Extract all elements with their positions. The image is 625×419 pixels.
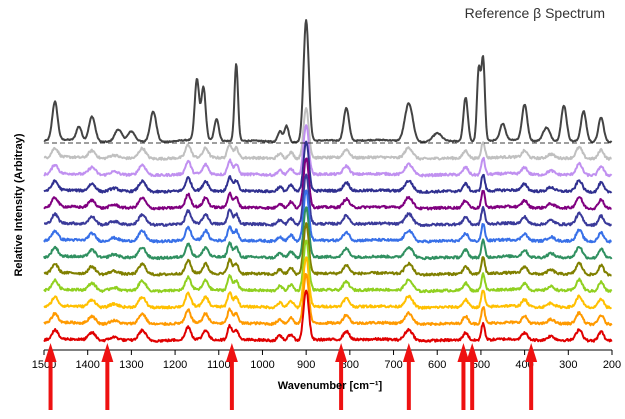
x-axis-title: Wavenumber [cm⁻¹] <box>278 380 383 392</box>
x-tick-label: 1400 <box>75 359 99 371</box>
sample-spectrum-line <box>43 239 613 294</box>
sample-spectrum-line <box>43 289 613 343</box>
sample-spectrum-line <box>43 157 612 211</box>
x-tick-label: 600 <box>428 359 446 371</box>
sample-spectrum-line <box>43 256 612 310</box>
sample-spectrum-line <box>43 140 613 194</box>
highlight-arrow <box>225 343 238 410</box>
sample-spectrum-line <box>43 222 612 277</box>
highlight-arrow <box>525 343 538 410</box>
spectra-layer <box>43 19 613 343</box>
x-tick-label: 1300 <box>119 359 143 371</box>
sample-spectrum-line <box>43 272 613 327</box>
highlight-arrow <box>335 343 348 410</box>
sample-spectrum-line <box>43 206 613 261</box>
highlight-arrow <box>466 343 479 410</box>
x-tick-label: 700 <box>384 359 402 371</box>
sample-spectrum-line <box>43 189 612 244</box>
highlight-arrows <box>44 343 538 410</box>
sample-spectrum-line <box>43 107 612 161</box>
x-tick-label: 200 <box>603 359 621 371</box>
x-tick-label: 1000 <box>250 359 274 371</box>
sample-spectrum-line <box>43 124 613 178</box>
reference-spectrum-line <box>43 19 613 144</box>
highlight-arrow <box>44 343 57 410</box>
highlight-arrow <box>402 343 415 410</box>
x-tick-label: 1100 <box>207 359 231 371</box>
x-tick-label: 1200 <box>163 359 187 371</box>
sample-spectrum-line <box>43 173 613 228</box>
y-axis-title: Relative Intensity (Arbitray) <box>13 133 25 276</box>
x-tick-label: 900 <box>297 359 315 371</box>
chart-title: Reference β Spectrum <box>465 5 605 21</box>
x-tick-label: 300 <box>559 359 577 371</box>
highlight-arrow <box>101 343 114 410</box>
highlight-arrow <box>457 343 470 410</box>
